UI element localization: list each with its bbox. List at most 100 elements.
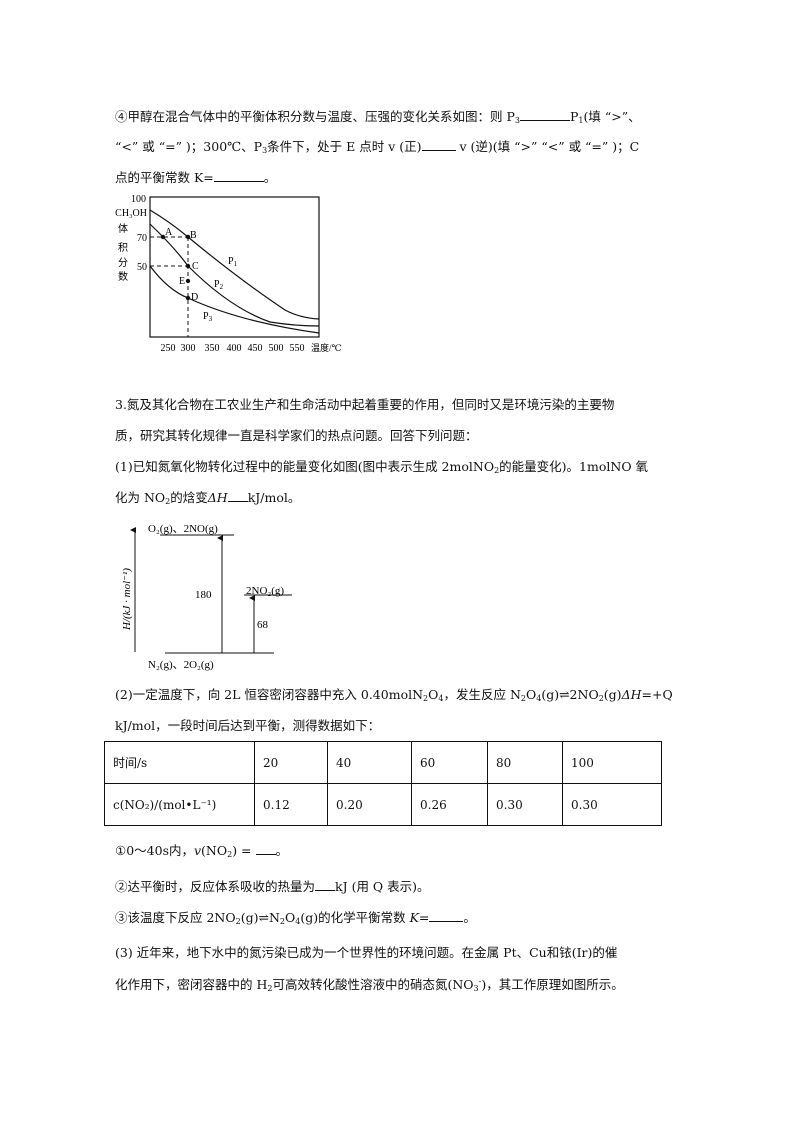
- text-run: 。: [463, 910, 476, 925]
- text-run: (2)一定温度下，向 2L 恒容密闭容器中充入 0.40molN: [115, 687, 424, 702]
- text-run: (1)已知氮氧化物转化过程中的能量变化如图(图中表示生成 2molNO: [115, 459, 495, 474]
- italic-symbol: ΔH: [621, 687, 642, 702]
- part-3-line-2: 化作用下，密闭容器中的 H2可高效转化酸性溶液中的硝态氮(NO3-)，其工作原理…: [115, 974, 624, 993]
- label-p3: P3: [203, 311, 213, 323]
- text-run: 化作用下，密闭容器中的 H: [115, 977, 268, 992]
- text-run: “<” 或 “=” )；300℃、P: [115, 139, 263, 154]
- text-run: kJ/mol，一段时间后达到平衡，测得数据如下：: [115, 718, 381, 733]
- text-run: 条件下，处于 E 点时 v (正): [267, 139, 422, 154]
- answer-blank[interactable]: [255, 842, 276, 855]
- table-row: c(NO₂)/(mol•L⁻¹) 0.12 0.20 0.26 0.30 0.3…: [104, 783, 662, 826]
- italic-symbol: v: [193, 843, 202, 858]
- bottom-level-label: N₂(g)、2O₂(g): [148, 659, 214, 671]
- text-run: 。: [275, 843, 289, 858]
- answer-blank[interactable]: [213, 169, 264, 182]
- subscript: 2: [165, 497, 171, 506]
- x-tick: 550: [290, 343, 305, 354]
- text-run: (g): [603, 687, 622, 702]
- section-3-line-2: 质，研究其转化规律一直是科学家们的热点问题。回答下列问题：: [115, 425, 478, 444]
- text-run: 化为 NO: [115, 490, 166, 505]
- y-label-char: 数: [118, 270, 128, 283]
- text-run: ④甲醇在混合气体中的平衡体积分数与温度、压强的变化关系如图：则 P: [115, 109, 515, 124]
- question-4-line-1: ④甲醇在混合气体中的平衡体积分数与温度、压强的变化关系如图：则 P3 P1(填 “…: [115, 106, 641, 125]
- subscript: 3: [514, 116, 520, 125]
- text-run: O: [525, 687, 537, 702]
- part-2-line-2: kJ/mol，一段时间后达到平衡，测得数据如下：: [115, 715, 380, 734]
- subscript: 2: [520, 694, 526, 703]
- table-cell: 0.26: [411, 783, 488, 826]
- table-cell: 0.30: [487, 783, 563, 826]
- text-run: (NO: [201, 843, 228, 858]
- superscript: -: [478, 977, 482, 986]
- answer-2: ②达平衡时，反应体系吸收的热量为 kJ (用 Q 表示)。: [115, 876, 430, 895]
- answer-blank[interactable]: [227, 489, 248, 502]
- subscript: 4: [536, 694, 542, 703]
- table-header: 60: [411, 741, 488, 784]
- subscript: 2: [227, 850, 233, 859]
- text-run: kJ/mol。: [247, 490, 301, 505]
- y-axis-label: H/(kJ · mol⁻¹): [121, 568, 133, 631]
- mid-level-label: 2NO₂(g): [246, 585, 284, 597]
- answer-blank[interactable]: [421, 138, 456, 151]
- curve-p1: [149, 209, 320, 320]
- x-tick: 300: [181, 343, 196, 354]
- text-run: =+Q: [641, 687, 673, 702]
- subscript: 2: [423, 694, 429, 703]
- x-tick: 250: [161, 343, 176, 354]
- answer-blank[interactable]: [429, 909, 464, 922]
- question-4-line-3: 点的平衡常数 K= 。: [115, 167, 276, 186]
- table-row: 时间/s 20 40 60 80 100: [104, 741, 662, 784]
- part-2-line-1: (2)一定温度下，向 2L 恒容密闭容器中充入 0.40molN2O4，发生反应…: [115, 684, 673, 703]
- section-3-line-3: (1)已知氮氧化物转化过程中的能量变化如图(图中表示生成 2molNO2的能量变…: [115, 456, 648, 475]
- y-label: CH₃OH: [115, 208, 147, 219]
- point-a: [160, 234, 166, 240]
- label-c: C: [192, 261, 199, 272]
- top-level-label: O₂(g)、2NO(g): [148, 523, 218, 535]
- subscript: 2: [267, 984, 273, 993]
- text-run: (填 “>”、: [583, 109, 641, 124]
- subscript: 3: [262, 146, 268, 155]
- graph-frame: [149, 196, 320, 338]
- text-run: (g)的化学平衡常数: [300, 910, 410, 925]
- y-label-char: 分: [118, 257, 128, 269]
- text-run: 质，研究其转化规律一直是科学家们的热点问题。回答下列问题：: [115, 428, 478, 443]
- answer-3: ③该温度下反应 2NO2(g)⇌N2O4(g)的化学平衡常数 K=。: [115, 907, 476, 926]
- subscript: 1: [578, 116, 584, 125]
- data-table: 时间/s 20 40 60 80 100 c(NO₂)/(mol•L⁻¹) 0.…: [104, 741, 662, 826]
- label-e: E: [179, 276, 185, 287]
- label-p2: P2: [214, 279, 224, 291]
- answer-1: ①0～40s内，v(NO2) = 。: [115, 840, 288, 859]
- text-run: kJ (用 Q 表示)。: [335, 879, 430, 894]
- italic-symbol: K: [409, 910, 419, 925]
- x-tick: 500: [269, 343, 284, 354]
- curve-p3: [149, 265, 320, 334]
- subscript: 3: [473, 984, 479, 993]
- text-run: (g)⇌N: [240, 910, 280, 925]
- answer-blank[interactable]: [315, 878, 336, 891]
- label-a: A: [165, 227, 173, 238]
- label-180: 180: [195, 589, 212, 601]
- x-label: 温度/℃: [311, 342, 342, 353]
- curve-p2: [149, 223, 320, 327]
- subscript: 2: [494, 466, 500, 475]
- y-tick-50: 50: [137, 262, 147, 273]
- label-d: D: [191, 292, 198, 303]
- text-run: ①0～40s内，: [115, 843, 194, 858]
- text-run: 的焓变: [170, 490, 208, 505]
- subscript: 2: [279, 917, 285, 926]
- text-run: 可高效转化酸性溶液中的硝态氮(NO: [272, 977, 474, 992]
- y-tick-70: 70: [137, 233, 147, 244]
- text-run: 3.氮及其化合物在工农业生产和生命活动中起着重要的作用，但同时又是环境污染的主要…: [115, 397, 615, 412]
- text-run: O: [428, 687, 439, 702]
- table-header: 80: [487, 741, 563, 784]
- subscript: 2: [235, 917, 241, 926]
- x-tick: 450: [248, 343, 263, 354]
- text-run: ③该温度下反应 2NO: [115, 910, 236, 925]
- subscript: 4: [438, 694, 444, 703]
- text-run: ) =: [232, 843, 256, 858]
- text-run: 的能量变化)。1molNO 氧: [499, 459, 649, 474]
- answer-blank[interactable]: [519, 108, 570, 121]
- point-c: [185, 263, 191, 269]
- energy-diagram: H/(kJ · mol⁻¹) O₂(g)、2NO(g) 2NO₂(g) N₂(g…: [121, 523, 292, 671]
